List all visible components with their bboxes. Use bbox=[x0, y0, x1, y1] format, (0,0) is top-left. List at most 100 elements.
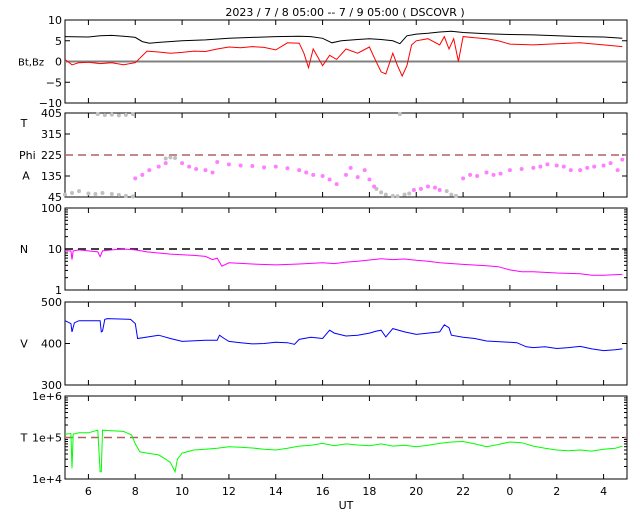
x-tick-label: 2 bbox=[553, 485, 560, 498]
data-point bbox=[454, 193, 459, 198]
data-point bbox=[372, 184, 377, 189]
series-v bbox=[64, 318, 623, 352]
panel-density: 100 10 1 N bbox=[20, 202, 628, 297]
data-point bbox=[507, 168, 512, 173]
data-point bbox=[215, 160, 220, 164]
data-point bbox=[238, 163, 243, 168]
data-point bbox=[116, 113, 121, 118]
data-point bbox=[77, 189, 82, 194]
data-point bbox=[130, 112, 135, 117]
y-tick-label: 10 bbox=[48, 243, 62, 256]
data-point bbox=[163, 161, 168, 166]
data-point bbox=[601, 163, 606, 168]
data-point bbox=[285, 166, 290, 171]
data-point bbox=[425, 184, 430, 189]
data-point bbox=[123, 193, 128, 198]
x-tick-label: 12 bbox=[222, 485, 236, 498]
data-point bbox=[156, 164, 161, 169]
data-point bbox=[608, 161, 613, 166]
series-t bbox=[64, 429, 623, 474]
data-point bbox=[102, 113, 107, 118]
data-point bbox=[519, 167, 524, 171]
data-point bbox=[147, 168, 152, 173]
data-point bbox=[444, 189, 449, 194]
x-tick-label: 4 bbox=[600, 485, 607, 498]
panel-temperature: 6 8 10 12 14 16 18 20 22 0 2 4 1e+6 1e+5 1e+4 T bbox=[20, 390, 628, 498]
data-point bbox=[173, 156, 178, 161]
data-point bbox=[407, 191, 412, 196]
x-tick-label: 6 bbox=[85, 485, 92, 498]
data-point bbox=[395, 194, 400, 199]
data-point bbox=[327, 177, 332, 182]
data-point bbox=[140, 172, 145, 177]
data-point bbox=[262, 165, 267, 170]
y-tick-label: 315 bbox=[41, 128, 62, 141]
y-tick-label: −10 bbox=[39, 97, 62, 110]
data-point bbox=[250, 163, 255, 168]
y-tick-label: 45 bbox=[48, 191, 62, 204]
x-tick-label: 14 bbox=[269, 485, 283, 498]
data-point bbox=[63, 192, 67, 197]
y-tick-label: 10 bbox=[48, 14, 62, 27]
chart-title: 2023 / 7 / 8 05:00 -- 7 / 9 05:00 ( DSCO… bbox=[225, 6, 464, 19]
series-bt bbox=[64, 30, 623, 45]
data-point bbox=[344, 172, 348, 177]
data-point bbox=[86, 191, 91, 196]
series-phi-away- bbox=[133, 157, 625, 192]
y-axis-label: N bbox=[20, 243, 28, 256]
data-point bbox=[194, 167, 199, 171]
y-tick-label: 100 bbox=[41, 202, 62, 215]
x-tick-label: 18 bbox=[362, 485, 376, 498]
data-point bbox=[109, 112, 114, 117]
panel-mag: 10 5 0 −5 −10 Bt,Bz bbox=[18, 14, 628, 110]
y-axis-label: V bbox=[20, 338, 28, 351]
data-point bbox=[273, 164, 278, 169]
data-point bbox=[163, 156, 168, 161]
x-tick-label: 10 bbox=[175, 485, 189, 498]
data-point bbox=[498, 171, 503, 176]
series-bz bbox=[64, 35, 623, 78]
data-point bbox=[545, 162, 550, 167]
y-tick-label: 1e+5 bbox=[32, 432, 62, 445]
data-point bbox=[100, 191, 105, 196]
data-point bbox=[123, 112, 128, 117]
data-point bbox=[379, 190, 384, 195]
data-point bbox=[203, 168, 208, 173]
data-point bbox=[334, 182, 339, 187]
data-point bbox=[367, 177, 372, 182]
x-tick-label: 20 bbox=[409, 485, 423, 498]
data-point bbox=[116, 192, 121, 197]
y-tick-label: 405 bbox=[41, 107, 62, 120]
data-point bbox=[484, 170, 489, 175]
data-point bbox=[568, 168, 573, 173]
y-tick-label: 300 bbox=[41, 379, 62, 392]
panel-phi: 405 315 225 135 45 T Phi A bbox=[19, 107, 628, 204]
data-point bbox=[432, 185, 437, 190]
y-tick-label: 1 bbox=[55, 284, 62, 297]
data-point bbox=[397, 112, 402, 117]
data-point bbox=[133, 176, 138, 181]
data-point bbox=[348, 165, 353, 170]
data-point bbox=[402, 192, 407, 197]
data-point bbox=[109, 191, 114, 196]
data-point bbox=[418, 186, 423, 191]
y-tick-label: 225 bbox=[41, 149, 62, 162]
y-axis-label: A bbox=[22, 170, 30, 183]
data-point bbox=[390, 193, 395, 198]
series-n bbox=[65, 248, 623, 276]
data-point bbox=[130, 194, 135, 199]
data-point bbox=[475, 174, 480, 178]
data-point bbox=[70, 191, 75, 196]
data-point bbox=[437, 188, 442, 192]
x-axis-label: UT bbox=[339, 499, 354, 512]
data-point bbox=[468, 172, 473, 177]
panel-frame bbox=[64, 301, 628, 386]
data-point bbox=[538, 164, 543, 169]
panel-speed: 500 400 300 V bbox=[20, 296, 628, 392]
data-point bbox=[531, 165, 536, 170]
y-tick-label: 500 bbox=[41, 296, 62, 309]
y-tick-label: 1e+6 bbox=[32, 390, 62, 403]
data-point bbox=[187, 164, 192, 169]
data-point bbox=[304, 170, 309, 175]
